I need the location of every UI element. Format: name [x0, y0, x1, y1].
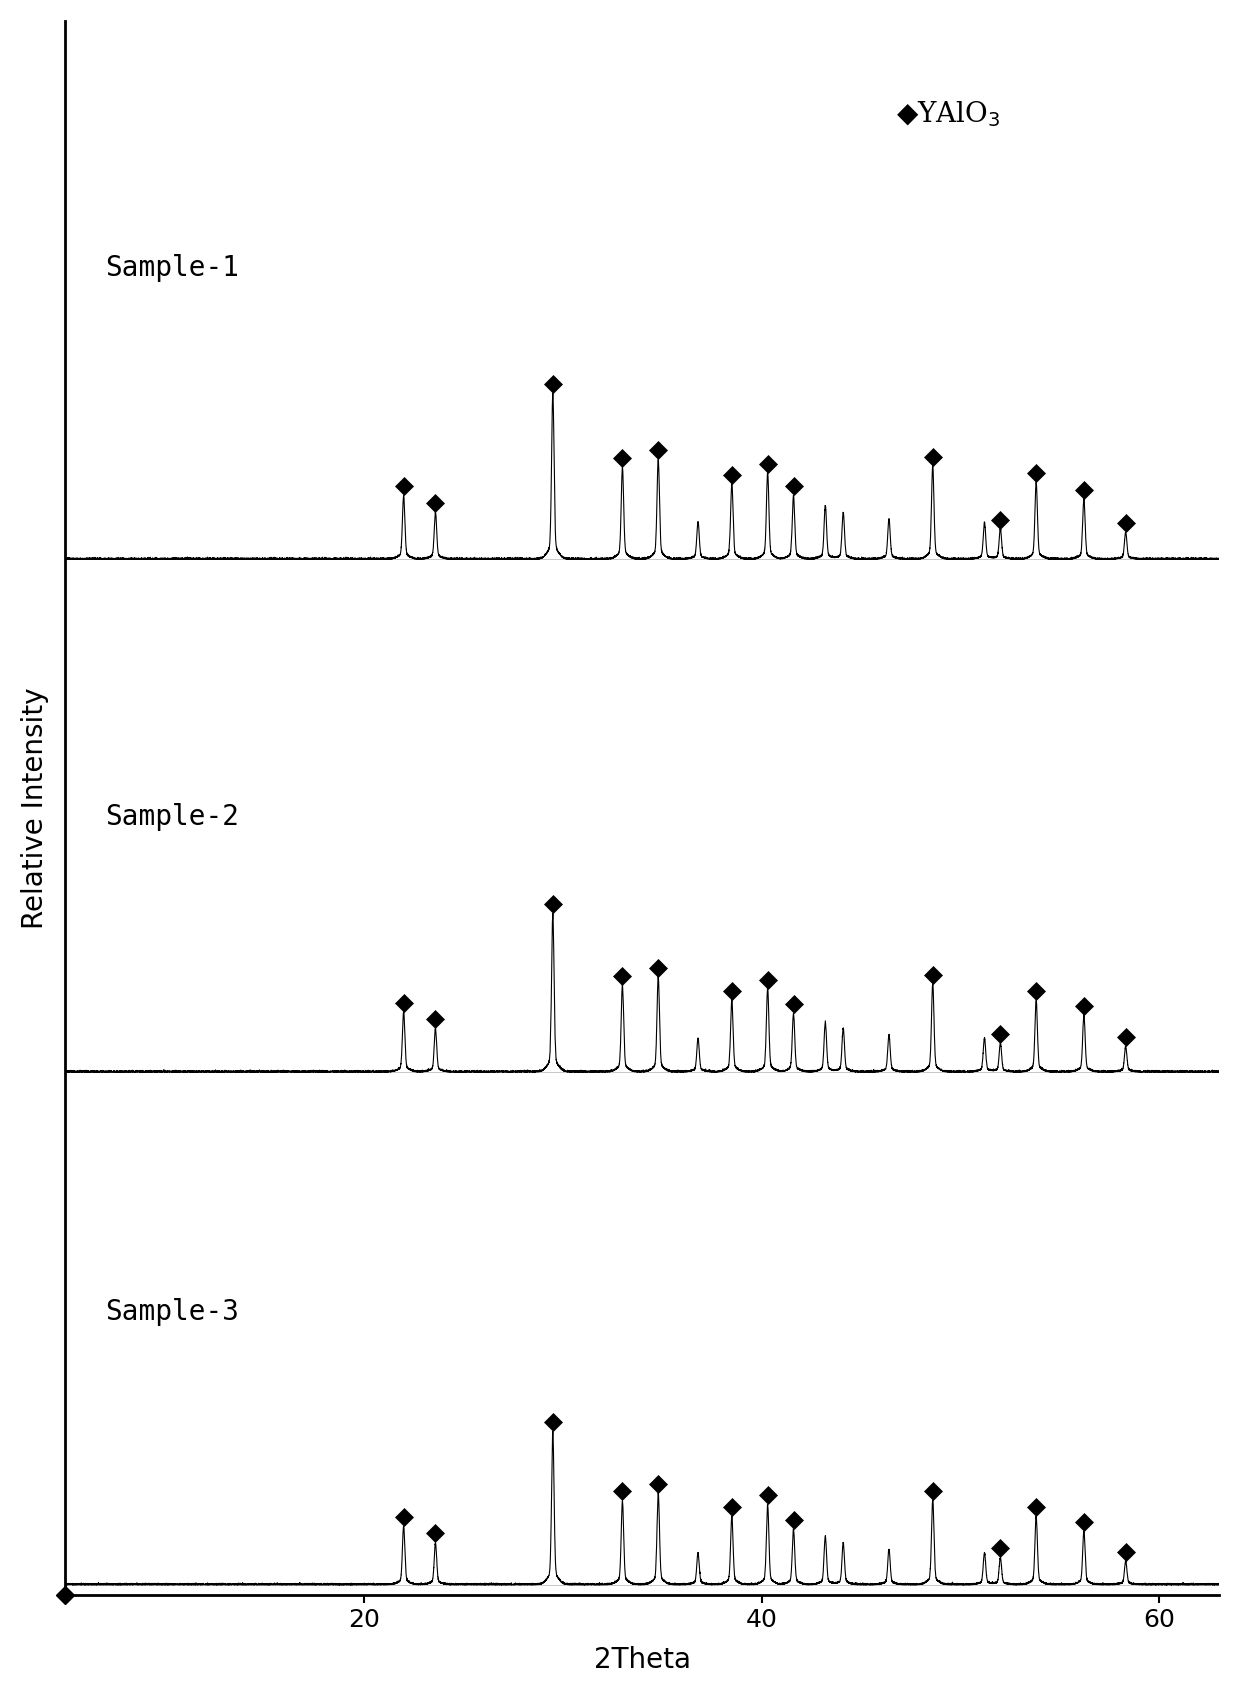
X-axis label: 2Theta: 2Theta [594, 1646, 691, 1675]
Text: ◆YAlO$_3$: ◆YAlO$_3$ [897, 100, 1001, 129]
Text: Sample-3: Sample-3 [105, 1298, 239, 1325]
Text: Sample-2: Sample-2 [105, 803, 239, 831]
Y-axis label: Relative Intensity: Relative Intensity [21, 686, 48, 929]
Text: Sample-1: Sample-1 [105, 254, 239, 281]
